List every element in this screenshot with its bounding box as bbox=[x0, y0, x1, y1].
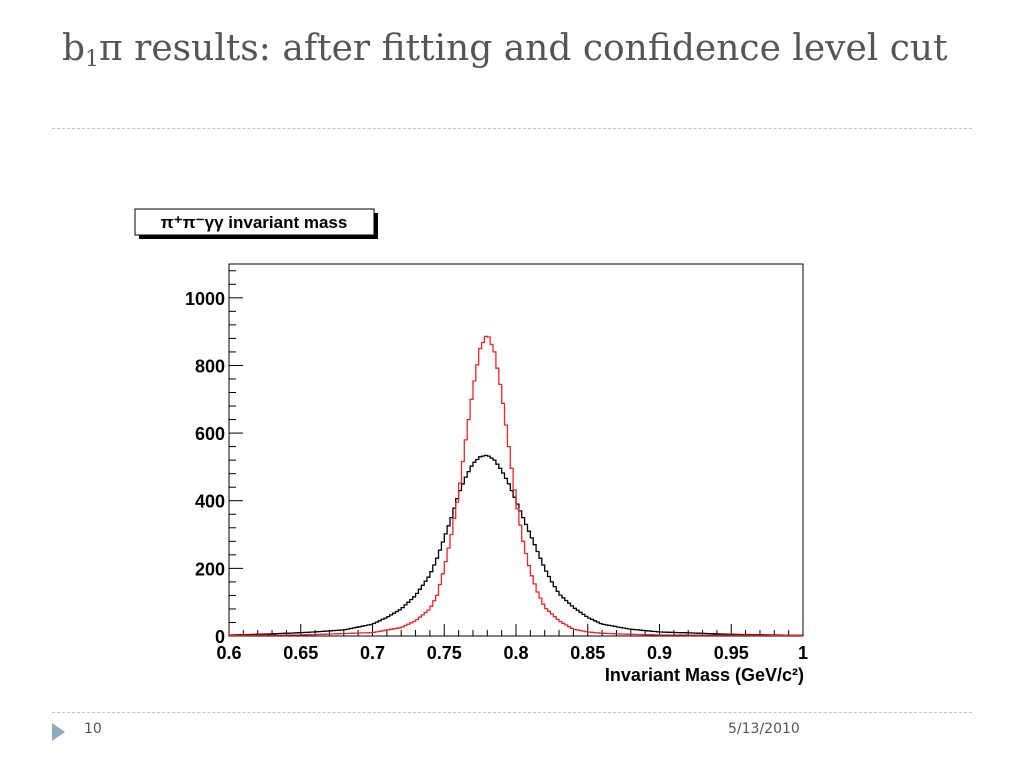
y-tick-label: 400 bbox=[195, 492, 225, 512]
histogram-series-2 bbox=[228, 335, 804, 636]
x-tick-label: 0.85 bbox=[570, 643, 605, 663]
y-tick-label: 200 bbox=[195, 559, 225, 579]
y-tick-label: 0 bbox=[215, 627, 225, 647]
slide-title: b1π results: after fitting and confidenc… bbox=[62, 26, 982, 72]
x-tick-label: 0.65 bbox=[283, 643, 318, 663]
plot-frame bbox=[228, 263, 804, 637]
histogram-series-1 bbox=[228, 454, 804, 636]
page-number: 10 bbox=[84, 721, 102, 737]
x-tick-label: 0.7 bbox=[360, 643, 385, 663]
y-tick-label: 800 bbox=[195, 356, 225, 376]
series-layer bbox=[228, 335, 804, 636]
minor-ticks bbox=[229, 270, 790, 636]
x-axis: 0.6 0.65 0.7 0.75 0.8 0.85 0.9 0.95 1 bbox=[216, 624, 808, 663]
histogram-title: π⁺π⁻γγ invariant mass bbox=[161, 213, 348, 232]
bullet-arrow-icon bbox=[52, 723, 65, 741]
x-tick-label: 0.95 bbox=[714, 643, 749, 663]
footer-date: 5/13/2010 bbox=[728, 721, 800, 737]
y-axis: 0 200 400 600 800 1000 bbox=[185, 289, 243, 647]
title-subscript: 1 bbox=[85, 47, 100, 72]
x-tick-label: 0.8 bbox=[503, 643, 528, 663]
x-tick-label: 0.75 bbox=[427, 643, 462, 663]
x-axis-label: Invariant Mass (GeV/c²) bbox=[605, 665, 804, 685]
x-tick-label: 1 bbox=[798, 643, 808, 663]
footer-divider bbox=[52, 712, 972, 713]
title-divider bbox=[52, 128, 972, 129]
y-tick-label: 600 bbox=[195, 424, 225, 444]
x-tick-label: 0.6 bbox=[216, 643, 241, 663]
histogram-title-frame bbox=[134, 208, 375, 236]
x-tick-label: 0.9 bbox=[647, 643, 672, 663]
histogram-title-box: π⁺π⁻γγ invariant mass bbox=[134, 208, 378, 239]
title-prefix: b bbox=[62, 28, 86, 69]
title-rest: π results: after fitting and confidence … bbox=[99, 28, 948, 69]
y-tick-label: 1000 bbox=[185, 289, 225, 309]
